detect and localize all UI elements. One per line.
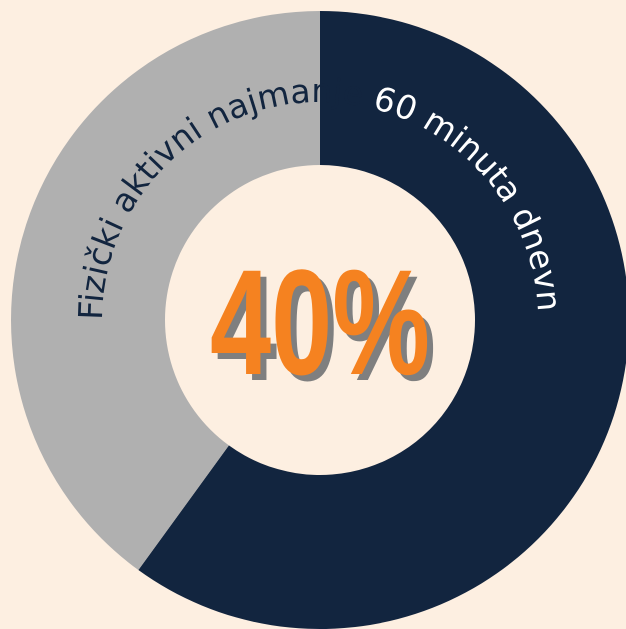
center-value: 40% (210, 238, 430, 406)
slice-highlight (10, 11, 320, 570)
donut-slices (10, 11, 626, 629)
slice-rest (138, 11, 626, 629)
center-value-shadow: 40% (216, 244, 436, 412)
